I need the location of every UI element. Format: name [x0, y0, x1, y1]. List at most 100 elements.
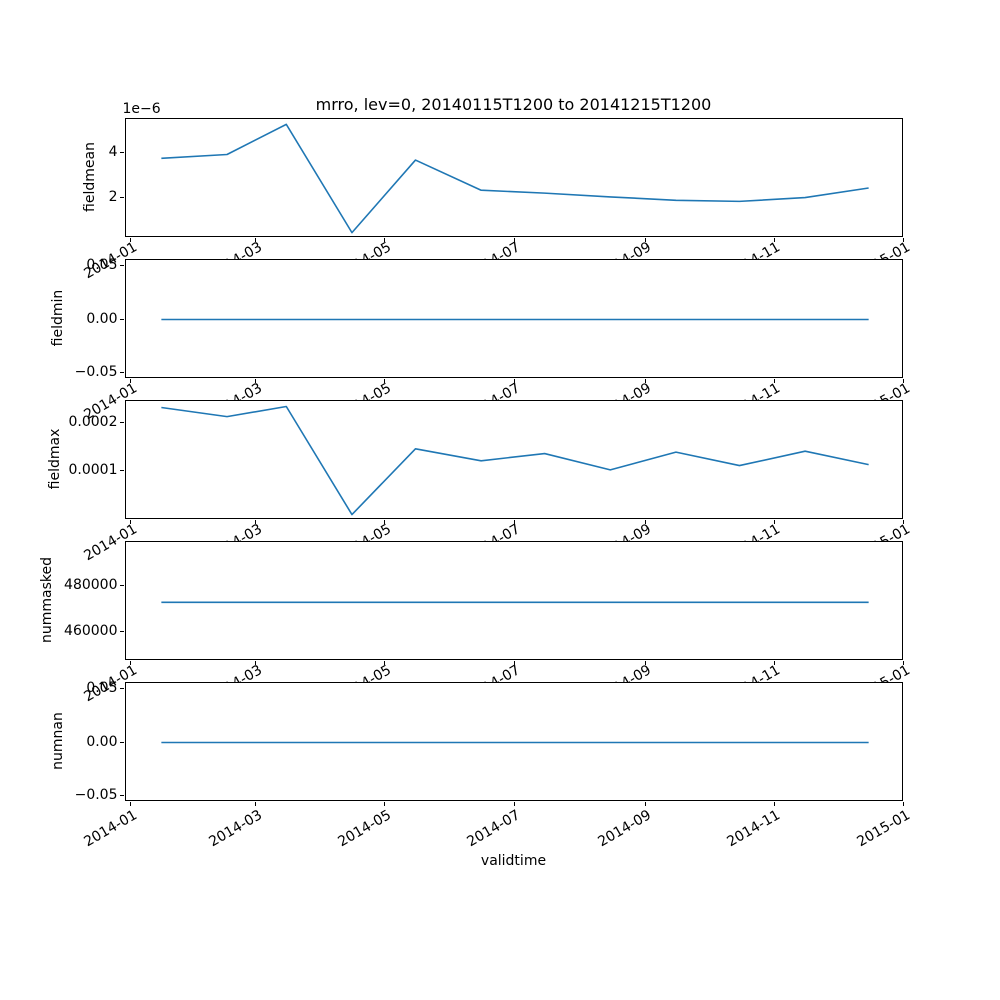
x-tick-mark	[903, 378, 905, 383]
chart-title: mrro, lev=0, 20140115T1200 to 20141215T1…	[315, 95, 712, 114]
x-tick-label: 2014-01	[81, 380, 140, 424]
x-tick-label: 2014-03	[205, 807, 265, 851]
x-tick-mark	[903, 660, 905, 665]
plot-area-fieldmin	[160, 318, 869, 321]
y-tick-label: 4	[108, 144, 118, 161]
x-tick-label: 2014-09	[595, 662, 655, 706]
x-tick-label: 2014-01	[81, 521, 140, 565]
x-tick-mark	[384, 519, 386, 524]
y-tick-label: −0.05	[74, 364, 118, 381]
x-tick-mark	[130, 801, 132, 806]
x-tick-label: 2014-05	[335, 662, 394, 706]
x-tick-label: 2014-01	[81, 239, 140, 283]
x-tick-label: 2014-11	[724, 662, 784, 706]
data-line-fieldmax	[160, 405, 869, 516]
x-tick-mark	[773, 378, 775, 383]
x-tick-mark	[513, 801, 515, 806]
y-tick-mark	[120, 584, 124, 586]
x-tick-label: 2014-07	[464, 807, 523, 851]
x-tick-mark	[513, 660, 515, 665]
y-tick-label: 2	[108, 189, 118, 206]
x-tick-mark	[513, 378, 515, 383]
y-tick-label: −0.05	[74, 787, 118, 804]
x-tick-label: 2014-03	[205, 239, 265, 283]
y-tick-label: 0.0001	[68, 462, 118, 479]
x-tick-mark	[644, 519, 646, 524]
x-tick-mark	[255, 378, 257, 383]
x-tick-mark	[255, 237, 257, 242]
x-tick-mark	[384, 801, 386, 806]
x-tick-mark	[644, 378, 646, 383]
y-tick-mark	[120, 318, 124, 320]
y-tick-mark	[120, 152, 124, 154]
x-tick-mark	[513, 519, 515, 524]
x-tick-mark	[773, 237, 775, 242]
x-tick-mark	[513, 237, 515, 242]
axes-box-fieldmin	[124, 259, 903, 378]
x-tick-mark	[130, 660, 132, 665]
x-tick-mark	[644, 660, 646, 665]
x-tick-label: 2014-09	[595, 521, 655, 565]
plot-area-numnan	[160, 741, 869, 744]
y-axis-title-fieldmin: fieldmin	[50, 289, 66, 346]
x-tick-label: 2014-07	[464, 521, 523, 565]
y-tick-mark	[120, 795, 124, 797]
y-tick-mark	[120, 741, 124, 743]
x-tick-label: 2014-09	[595, 239, 655, 283]
y-tick-mark	[120, 422, 124, 424]
x-tick-label: 2015-01	[853, 662, 913, 706]
y-tick-label: 0.00	[86, 310, 118, 327]
axes-box-numnan	[124, 682, 903, 801]
x-axis-title: validtime	[480, 853, 547, 869]
x-tick-label: 2014-05	[335, 380, 394, 424]
x-tick-label: 2014-03	[205, 380, 265, 424]
x-tick-mark	[130, 519, 132, 524]
x-tick-label: 2015-01	[853, 807, 913, 851]
x-tick-label: 2014-05	[335, 521, 394, 565]
data-line-fieldmean	[160, 123, 869, 234]
plot-area-nummasked	[160, 601, 869, 604]
y-tick-mark	[120, 470, 124, 472]
x-tick-label: 2014-11	[724, 521, 784, 565]
x-tick-label: 2014-01	[81, 662, 140, 706]
axes-box-fieldmax	[124, 400, 903, 519]
y-tick-mark	[120, 687, 124, 689]
x-tick-label: 2014-11	[724, 807, 784, 851]
y-tick-label: 460000	[64, 622, 118, 639]
x-tick-mark	[773, 801, 775, 806]
x-tick-mark	[773, 660, 775, 665]
x-tick-mark	[384, 660, 386, 665]
x-tick-label: 2014-11	[724, 239, 784, 283]
y-axis-title-numnan: numnan	[50, 711, 66, 770]
y-tick-mark	[120, 197, 124, 199]
plot-area-fieldmean	[160, 123, 869, 234]
x-tick-label: 2014-03	[205, 662, 265, 706]
y-axis-title-fieldmean: fieldmean	[82, 141, 98, 212]
x-tick-mark	[255, 519, 257, 524]
x-tick-label: 2014-01	[81, 807, 140, 851]
x-tick-label: 2014-05	[335, 807, 394, 851]
y-tick-mark	[120, 372, 124, 374]
x-tick-mark	[255, 660, 257, 665]
x-tick-mark	[644, 237, 646, 242]
x-tick-mark	[255, 801, 257, 806]
y-tick-mark	[120, 630, 124, 632]
x-tick-mark	[384, 237, 386, 242]
y-tick-label: 0.00	[86, 733, 118, 750]
y-axis-title-nummasked: nummasked	[39, 556, 55, 643]
plot-area-fieldmax	[160, 405, 869, 516]
x-tick-mark	[773, 519, 775, 524]
x-tick-label: 2015-01	[853, 239, 913, 283]
x-tick-label: 2014-09	[595, 807, 655, 851]
x-tick-mark	[384, 378, 386, 383]
x-tick-mark	[903, 801, 905, 806]
x-tick-label: 2014-05	[335, 239, 394, 283]
y-tick-label: 480000	[64, 576, 118, 593]
y-tick-label: 0.05	[86, 679, 118, 696]
x-tick-mark	[903, 237, 905, 242]
x-tick-label: 2014-07	[464, 662, 523, 706]
